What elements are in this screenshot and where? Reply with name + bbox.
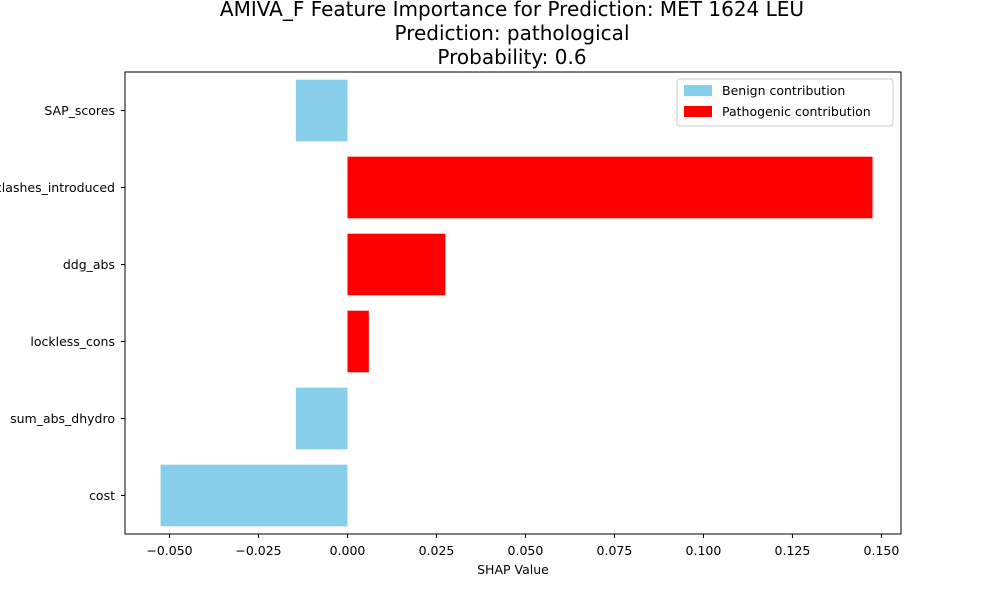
- bar-ddg-abs: [347, 233, 446, 296]
- bar-clashes-introduced: [347, 156, 873, 219]
- x-tick-label: 0.000: [330, 543, 366, 558]
- x-tick-label: 0.100: [686, 543, 722, 558]
- x-tick-label: 0.150: [864, 543, 900, 558]
- x-tick-label: −0.050: [146, 543, 192, 558]
- legend-label-pathogenic: Pathogenic contribution: [722, 104, 871, 119]
- chart-title: AMIVA_F Feature Importance for Predictio…: [220, 0, 804, 69]
- plot-frame: [124, 71, 902, 535]
- chart-title-line-3: Probability: 0.6: [437, 45, 586, 69]
- chart-title-line-1: AMIVA_F Feature Importance for Predictio…: [220, 0, 804, 21]
- legend-box: [676, 78, 894, 127]
- bar-cost: [160, 464, 348, 527]
- bars: [160, 79, 873, 527]
- x-tick-label: −0.025: [235, 543, 281, 558]
- x-tick-label: 0.075: [597, 543, 633, 558]
- bar-sap-scores: [295, 79, 348, 142]
- x-tick-label: 0.025: [419, 543, 455, 558]
- bar-lockless-cons: [347, 310, 369, 373]
- y-tick-label: clashes_introduced: [0, 180, 115, 195]
- legend-swatch-benign: [684, 85, 712, 96]
- x-tick-label: 0.125: [775, 543, 811, 558]
- legend-swatch-pathogenic: [684, 106, 712, 117]
- y-tick-label: cost: [89, 488, 115, 503]
- x-axis-label: SHAP Value: [477, 562, 549, 577]
- y-tick-label: SAP_scores: [44, 103, 115, 118]
- bar-sum-abs-dhydro: [295, 387, 348, 450]
- x-axis-ticks: −0.050 −0.025 0.000 0.025 0.050 0.075 0.100 0.1…: [146, 534, 899, 558]
- chart-title-line-2: Prediction: pathological: [394, 21, 629, 45]
- legend: Benign contribution Pathogenic contribut…: [676, 78, 894, 127]
- y-tick-label: ddg_abs: [63, 257, 115, 272]
- y-tick-label: sum_abs_dhydro: [10, 411, 115, 426]
- y-tick-label: lockless_cons: [30, 334, 115, 349]
- legend-label-benign: Benign contribution: [722, 83, 845, 98]
- y-axis-ticks: SAP_scores clashes_introduced ddg_abslockl…: [0, 103, 125, 503]
- x-tick-label: 0.050: [508, 543, 544, 558]
